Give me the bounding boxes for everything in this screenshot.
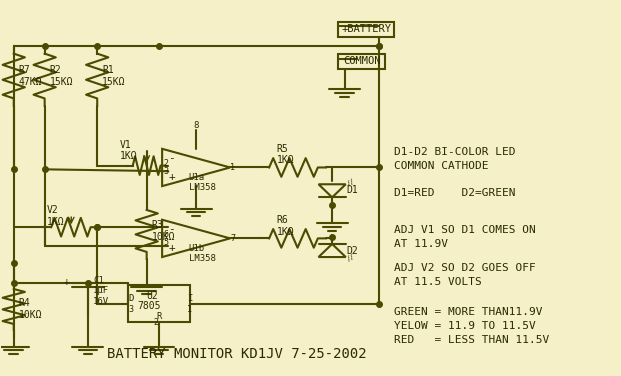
- Text: ADJ V1 SO D1 COMES ON
AT 11.9V: ADJ V1 SO D1 COMES ON AT 11.9V: [394, 225, 536, 249]
- Text: R2
15KΩ: R2 15KΩ: [50, 65, 73, 87]
- Text: 3: 3: [163, 167, 168, 176]
- Text: -: -: [168, 224, 175, 234]
- Text: R: R: [156, 312, 161, 321]
- Text: 1: 1: [188, 305, 193, 314]
- Text: 7805: 7805: [137, 300, 161, 311]
- Text: I: I: [188, 294, 193, 303]
- Text: D1-D2 BI-COLOR LED
COMMON CATHODE: D1-D2 BI-COLOR LED COMMON CATHODE: [394, 147, 515, 171]
- Text: 5: 5: [163, 238, 168, 247]
- Text: 2: 2: [163, 159, 168, 168]
- Text: 1: 1: [230, 163, 235, 172]
- Text: D1: D1: [347, 185, 358, 195]
- Text: R7
47KΩ: R7 47KΩ: [19, 65, 42, 87]
- Text: ADJ V2 SO D2 GOES OFF
AT 11.5 VOLTS: ADJ V2 SO D2 GOES OFF AT 11.5 VOLTS: [394, 263, 536, 287]
- Text: +: +: [63, 277, 69, 287]
- Text: R5
1KΩ: R5 1KΩ: [276, 144, 294, 165]
- Text: R3
10KΩ: R3 10KΩ: [152, 220, 175, 242]
- Text: R1
15KΩ: R1 15KΩ: [102, 65, 125, 87]
- Text: 3: 3: [129, 305, 134, 314]
- Text: 7: 7: [230, 234, 235, 243]
- Text: R6
1KΩ: R6 1KΩ: [276, 215, 294, 237]
- Text: U2: U2: [147, 291, 158, 301]
- Text: //: //: [346, 252, 356, 262]
- Text: +: +: [168, 172, 175, 182]
- Text: GREEN = MORE THAN11.9V
YELOW = 11.9 TO 11.5V
RED   = LESS THAN 11.5V: GREEN = MORE THAN11.9V YELOW = 11.9 TO 1…: [394, 308, 549, 346]
- Text: +: +: [168, 243, 175, 253]
- Text: //: //: [346, 178, 356, 187]
- Text: D2: D2: [347, 246, 358, 256]
- Text: U1b
LM358: U1b LM358: [189, 244, 215, 263]
- Text: COMMON: COMMON: [343, 56, 380, 67]
- Text: U1a
LM358: U1a LM358: [189, 173, 215, 192]
- Text: R4
10KΩ: R4 10KΩ: [19, 299, 42, 320]
- Text: D1=RED    D2=GREEN: D1=RED D2=GREEN: [394, 188, 515, 198]
- Text: C1
1μF
16V: C1 1μF 16V: [93, 276, 109, 306]
- Text: 6: 6: [163, 230, 168, 239]
- Text: BATTERY MONITOR KD1JV 7-25-2002: BATTERY MONITOR KD1JV 7-25-2002: [106, 347, 366, 361]
- Text: 8: 8: [193, 121, 199, 130]
- Text: 2: 2: [153, 318, 158, 327]
- Text: +BATTERY: +BATTERY: [341, 24, 391, 34]
- Text: V2
1KΩ: V2 1KΩ: [47, 205, 64, 227]
- Text: V1
1KΩ: V1 1KΩ: [120, 140, 138, 161]
- Text: -: -: [168, 153, 175, 163]
- Text: D: D: [129, 294, 134, 303]
